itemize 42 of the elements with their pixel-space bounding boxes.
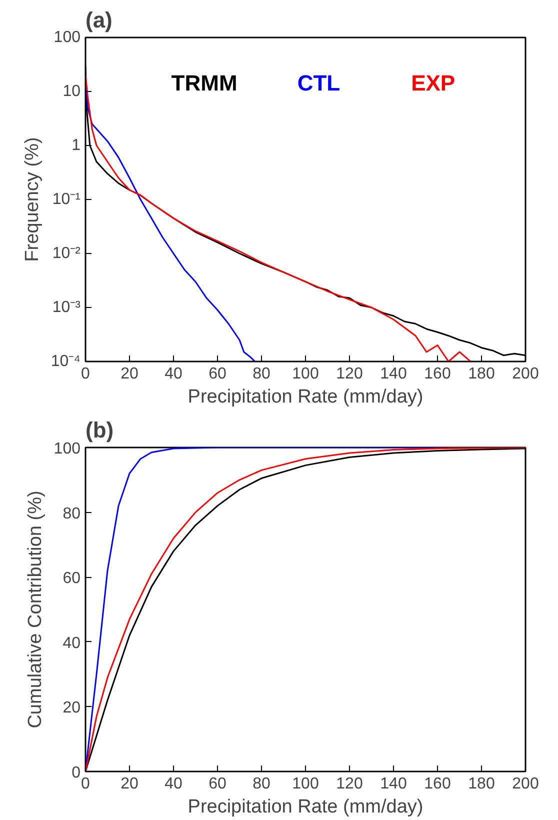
x-tick-label: 20 xyxy=(120,776,138,792)
x-tick-label: 200 xyxy=(512,776,539,792)
x-tick-label: 160 xyxy=(424,366,451,382)
text: TRMM xyxy=(171,70,238,96)
x-tick-label: 80 xyxy=(252,776,270,792)
y-tick-label: 100 xyxy=(54,440,81,458)
x-tick-label: 100 xyxy=(292,366,319,382)
y-tick-label: 80 xyxy=(62,505,81,522)
y-tick-label: 1 xyxy=(72,137,81,154)
x-tick-label: 140 xyxy=(380,776,407,792)
x-tick-label: 160 xyxy=(424,776,451,792)
x-tick-label: 80 xyxy=(252,366,270,382)
x-tick-label: 20 xyxy=(120,366,138,382)
x-tick-label: 120 xyxy=(336,776,363,792)
y-tick-label: 40 xyxy=(62,634,81,652)
chart-title: (a) xyxy=(86,8,112,32)
x-tick-label: 120 xyxy=(336,366,363,382)
x-tick-label: 180 xyxy=(468,776,495,792)
y-axis-title: Cumulative Contribution (%) xyxy=(24,490,46,728)
y-tick-label: 10⁻² xyxy=(52,245,82,262)
y-tick-label: 10⁻¹ xyxy=(52,191,80,208)
chart-title: (b) xyxy=(86,418,114,442)
x-tick-label: 100 xyxy=(292,776,319,792)
x-tick-label: 40 xyxy=(164,366,182,382)
y-tick-label: 10⁻⁴ xyxy=(50,353,81,370)
x-tick-label: 40 xyxy=(164,776,182,792)
x-axis-title: Precipitation Rate (mm/day) xyxy=(188,796,424,818)
y-tick-label: 0 xyxy=(72,764,81,782)
text: CTL xyxy=(297,70,340,96)
x-tick-label: 60 xyxy=(208,776,226,792)
text: EXP xyxy=(411,70,456,96)
x-tick-label: 140 xyxy=(380,366,407,382)
x-tick-label: 180 xyxy=(468,366,495,382)
x-tick-label: 60 xyxy=(208,366,226,382)
y-tick-label: 100 xyxy=(54,29,81,46)
y-tick-label: 60 xyxy=(62,570,81,588)
x-tick-label: 200 xyxy=(512,366,539,382)
y-tick-label: 10 xyxy=(62,83,81,100)
y-tick-label: 20 xyxy=(62,700,81,717)
x-axis-title: Precipitation Rate (mm/day) xyxy=(188,386,424,408)
y-tick-label: 10⁻³ xyxy=(52,299,82,316)
y-axis-title: Frequency (%) xyxy=(22,137,43,262)
